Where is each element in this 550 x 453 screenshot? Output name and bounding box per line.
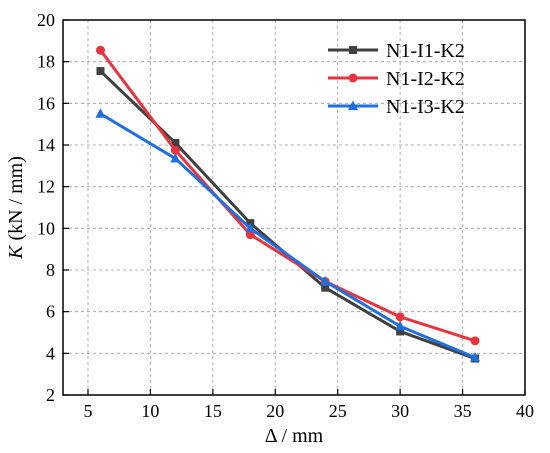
x-tick-label: 5 [83,401,92,421]
y-tick-label: 8 [46,260,55,280]
y-tick-label: 4 [46,343,55,363]
y-tick-label: 18 [37,52,55,72]
legend-marker [349,46,357,54]
data-point [170,153,181,163]
legend-entry: N1-I3-K2 [328,96,465,118]
plot-frame [62,19,526,396]
legend-marker [348,73,358,83]
legend-label: N1-I1-K2 [386,40,465,62]
data-point [170,145,180,155]
y-axis-label-units: (kN / mm) [5,156,27,245]
x-tick-label: 35 [454,401,472,421]
x-tick-label: 25 [329,401,347,421]
x-tick-label: 30 [391,401,409,421]
y-tick-label: 16 [37,93,55,113]
data-point [96,67,105,76]
axis-ticks: 5 10 15 20 25 30 35 40 2 4 6 8 10 12 14 16 18 20 [37,10,534,421]
data-point [321,283,330,292]
legend-marker [348,100,358,110]
y-tick-label: 2 [46,385,55,405]
data-point [171,138,180,147]
y-tick-label: 14 [37,135,55,155]
legend: N1-I1-K2 N1-I2-K2 N1-I3-K2 [328,40,465,118]
data-point [320,275,331,286]
y-axis-label-symbol: K [5,244,27,260]
x-tick-label: 10 [141,401,159,421]
legend-label: N1-I2-K2 [386,68,465,90]
legend-label: N1-I3-K2 [386,96,465,118]
x-tick-label: 40 [516,401,534,421]
y-tick-label: 12 [37,177,55,197]
y-tick-label: 6 [46,302,55,322]
data-point [470,352,481,362]
data-point [95,45,105,55]
x-tick-label: 15 [204,401,222,421]
series-line [99,112,476,359]
legend-entry: N1-I1-K2 [328,40,465,62]
series-2 [95,45,480,346]
series-3 [95,108,481,362]
grid [63,20,525,395]
x-axis-label: Δ / mm [265,425,324,447]
series-layer [95,45,481,363]
x-tick-label: 20 [266,401,284,421]
data-point [395,312,405,322]
data-point [470,336,480,346]
legend-entry: N1-I2-K2 [328,68,465,90]
data-point [396,327,405,336]
y-axis-label: K (kN / mm) [5,156,27,260]
data-point [395,320,406,331]
series-line [99,49,476,343]
y-tick-label: 10 [37,218,55,238]
y-tick-label: 20 [37,10,55,30]
data-point [95,108,106,118]
data-point [245,222,256,233]
